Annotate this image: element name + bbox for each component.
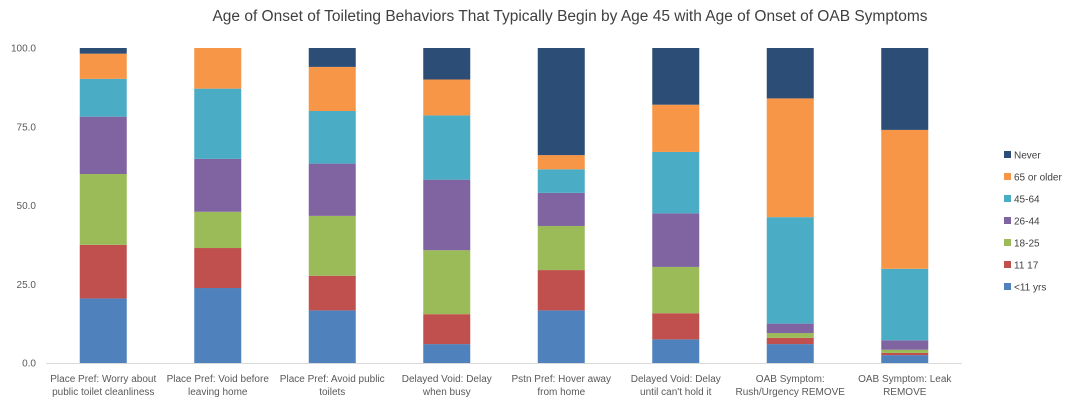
bar-segment (423, 48, 471, 80)
bar-segment (652, 313, 700, 340)
legend-swatch (1004, 217, 1011, 224)
legend-swatch (1004, 283, 1011, 290)
bar-segment (423, 250, 471, 315)
x-tick-label: Delayed Void: Delay (631, 374, 721, 385)
bar-segment (537, 310, 585, 363)
bar-segment (652, 48, 700, 105)
bar-segment (79, 244, 127, 299)
legend-swatch (1004, 173, 1011, 180)
y-tick-label: 0.0 (22, 359, 36, 370)
bar-segment (194, 248, 242, 289)
x-tick-label: toilets (319, 387, 345, 398)
bar-segment (194, 88, 242, 159)
bar-segment (308, 66, 356, 111)
bar-segment (766, 337, 814, 345)
bar-segment (652, 104, 700, 152)
bar-segment (537, 155, 585, 170)
x-tick-label: Delayed Void: Delay (402, 374, 492, 385)
x-tick-label: from home (537, 387, 585, 398)
bar-segment (194, 158, 242, 212)
bar-segment (881, 268, 929, 341)
bar-segment (308, 275, 356, 311)
bar-segment (79, 53, 127, 79)
legend-label: 45-64 (1014, 195, 1040, 206)
bar-segment (881, 355, 929, 363)
bar-segment (423, 179, 471, 251)
x-tick-label: OAB Symptom: Leak (858, 374, 952, 385)
bar-segment (766, 98, 814, 218)
bar-segment (537, 225, 585, 271)
legend-label: 65 or older (1014, 173, 1062, 184)
bar-segment (423, 79, 471, 116)
bar-segment (652, 213, 700, 267)
bar-segment (652, 151, 700, 214)
x-tick-label: Pstn Pref: Hover away (512, 374, 611, 385)
bar-segment (766, 344, 814, 363)
bar-segment (537, 192, 585, 226)
bar-segment (423, 314, 471, 345)
bar-segment (881, 129, 929, 269)
bar-segment (766, 323, 814, 334)
bar-segment (423, 115, 471, 180)
bar-segment (308, 310, 356, 363)
bar-segment (652, 266, 700, 314)
x-tick-label: Rush/Urgency REMOVE (736, 387, 846, 398)
y-tick-label: 25.0 (17, 280, 37, 291)
chart-title: Age of Onset of Toileting Behaviors That… (212, 8, 928, 25)
bar-segment (881, 349, 929, 353)
x-tick-label: Place Pref: Void before (167, 374, 270, 385)
legend-label: Never (1014, 151, 1041, 162)
x-tick-label: OAB Symptom: (756, 374, 825, 385)
bar-segment (308, 215, 356, 276)
y-tick-label: 100.0 (11, 44, 36, 55)
bar-segment (537, 270, 585, 311)
legend-swatch (1004, 195, 1011, 202)
bar-segment (79, 48, 127, 54)
bar-segment (194, 48, 242, 89)
legend-label: 11 17 (1014, 261, 1039, 272)
bar-segment (308, 48, 356, 67)
x-tick-label: until can't hold it (640, 387, 712, 398)
legend-swatch (1004, 239, 1011, 246)
bar-segment (652, 339, 700, 363)
bar-segment (766, 48, 814, 99)
x-tick-label: REMOVE (883, 387, 927, 398)
legend-swatch (1004, 261, 1011, 268)
x-tick-label: public toilet cleanliness (52, 387, 154, 398)
bar-segment (79, 298, 127, 363)
bar-segment (881, 352, 929, 356)
y-tick-label: 50.0 (17, 201, 37, 212)
legend-label: <11 yrs (1014, 283, 1046, 294)
bar-segment (881, 48, 929, 130)
bar-segment (537, 169, 585, 193)
bar-segment (194, 211, 242, 249)
legend-label: 18-25 (1014, 239, 1040, 250)
bar-segment (308, 111, 356, 164)
bar-segment (537, 48, 585, 156)
legend-label: 26-44 (1014, 217, 1040, 228)
bar-segment (308, 163, 356, 216)
bar-segment (194, 288, 242, 363)
x-tick-label: Place Pref: Worry about (50, 374, 156, 385)
x-tick-label: Place Pref: Avoid public (280, 374, 385, 385)
y-tick-label: 75.0 (17, 122, 37, 133)
x-tick-label: when busy (422, 387, 471, 398)
bar-segment (423, 344, 471, 363)
bar-segment (766, 333, 814, 338)
x-tick-label: leaving home (188, 387, 248, 398)
bar-segment (79, 78, 127, 117)
bar-segment (79, 116, 127, 174)
bar-segment (881, 340, 929, 350)
legend-swatch (1004, 151, 1011, 158)
bar-segment (766, 217, 814, 324)
bar-segment (79, 174, 127, 245)
